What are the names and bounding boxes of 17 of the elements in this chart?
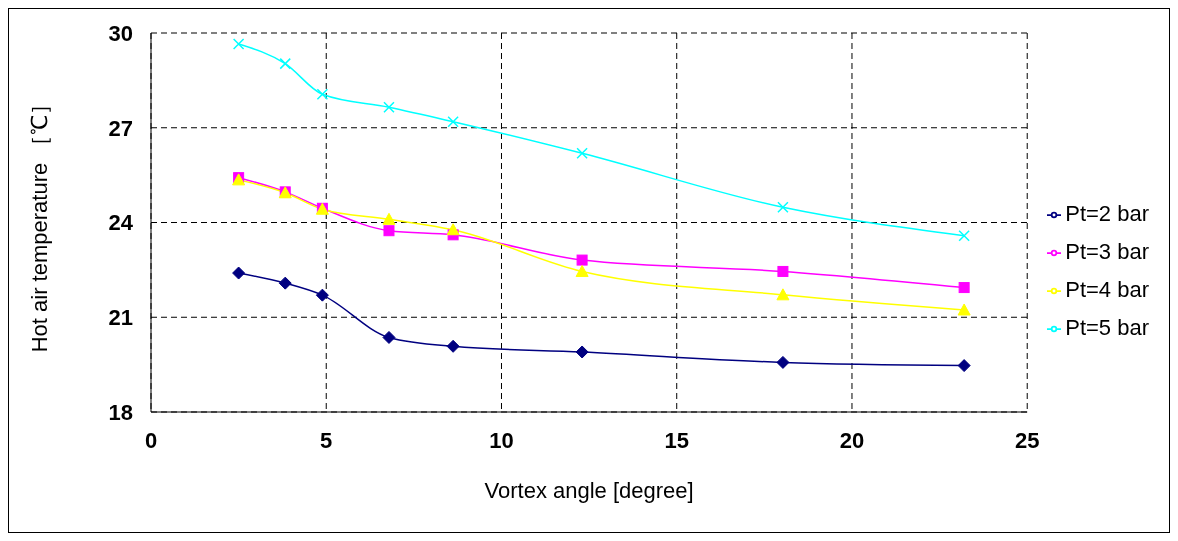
legend-label: Pt=3 bar (1065, 238, 1149, 264)
x-tick-label: 15 (664, 427, 689, 453)
legend-label: Pt=5 bar (1065, 314, 1149, 340)
x-tick-label: 20 (839, 427, 865, 453)
x-tick-label: 10 (489, 427, 514, 453)
y-tick-label: 27 (108, 115, 133, 141)
y-tick-label: 30 (108, 20, 133, 46)
x-tick-label: 25 (1014, 427, 1040, 453)
y-tick-label: 24 (108, 210, 134, 236)
x-axis-title: Vortex angle [degree] (484, 478, 694, 503)
legend-label: Pt=4 bar (1065, 276, 1149, 302)
legend-label: Pt=2 bar (1065, 200, 1149, 226)
y-tick-label: 21 (108, 305, 133, 331)
x-tick-label: 5 (320, 427, 333, 453)
x-tick-label: 0 (144, 427, 158, 453)
y-tick-label: 18 (108, 399, 133, 425)
y-axis-title: Hot air temperature ［℃］ (26, 92, 52, 353)
